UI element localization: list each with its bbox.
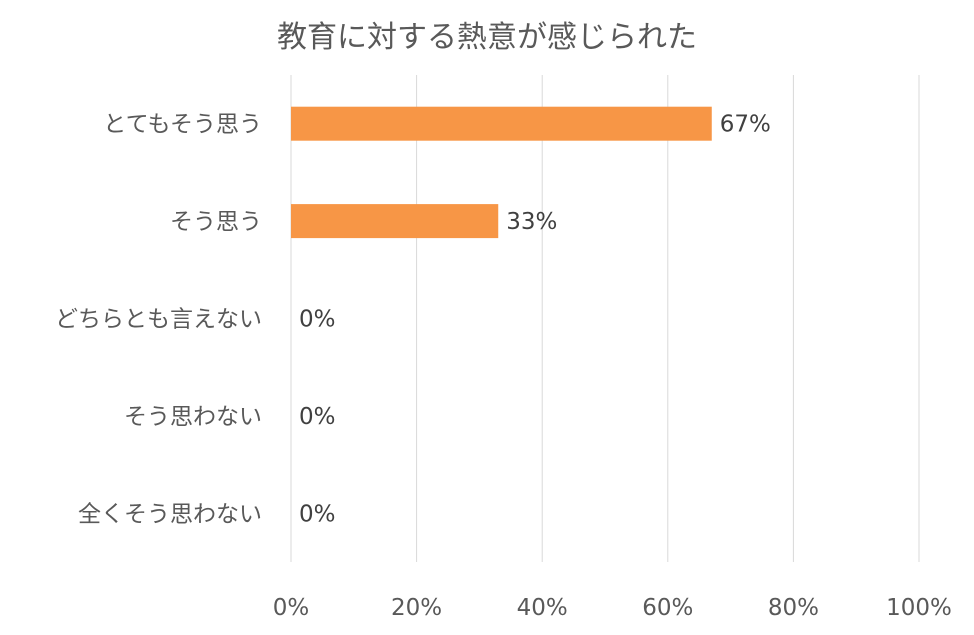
gridlines: [290, 75, 920, 562]
bar: [291, 204, 499, 239]
x-tick-label: 40%: [517, 595, 568, 621]
category-label: どちらとも言えない: [55, 307, 262, 333]
data-label: 33%: [506, 209, 557, 235]
x-tick-label: 80%: [768, 595, 819, 621]
x-tick-label: 60%: [642, 595, 693, 621]
data-label: 0%: [299, 404, 336, 430]
data-label: 0%: [299, 501, 336, 527]
category-label: 全くそう思わない: [78, 501, 262, 527]
chart-title: 教育に対する熱意が感じられた: [277, 20, 697, 55]
x-tick-label: 100%: [886, 595, 952, 621]
data-label: 67%: [720, 112, 771, 138]
category-label: そう思う: [170, 209, 262, 235]
bars: [291, 106, 712, 239]
data-label: 0%: [299, 307, 336, 333]
category-label: とてもそう思う: [103, 112, 262, 138]
x-axis-tick-labels: 0% 20% 40% 60% 80% 100%: [273, 595, 952, 621]
bar: [291, 106, 712, 141]
data-labels: 67% 33% 0% 0% 0%: [299, 112, 771, 528]
x-tick-label: 20%: [391, 595, 442, 621]
x-tick-label: 0%: [273, 595, 310, 621]
category-label: そう思わない: [124, 404, 262, 430]
